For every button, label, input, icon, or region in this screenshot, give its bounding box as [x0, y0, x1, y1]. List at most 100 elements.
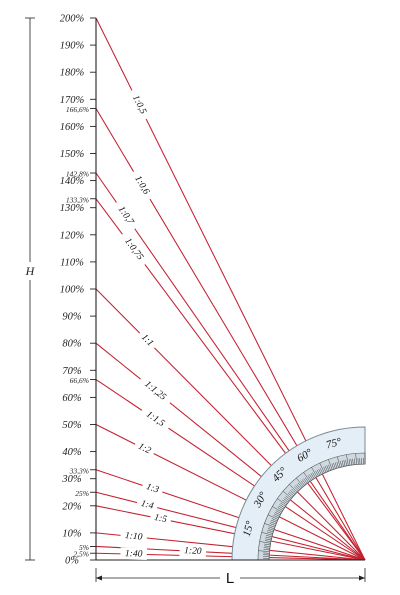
protractor-tick — [328, 459, 333, 470]
protractor-tick — [264, 543, 271, 546]
protractor-tick — [309, 474, 313, 480]
protractor-tick — [348, 459, 351, 466]
y-tick-label: 10% — [62, 528, 82, 539]
protractor-tick — [270, 521, 277, 525]
y-tick-label: 110% — [60, 257, 84, 268]
protractor-tick — [285, 495, 291, 500]
protractor-tick — [259, 541, 271, 544]
protractor-tick — [289, 491, 294, 496]
y-tick-label: 133,3% — [66, 195, 89, 204]
y-tick-label: 70% — [62, 366, 82, 377]
protractor-tick — [355, 453, 357, 465]
protractor-tick — [258, 550, 270, 552]
protractor-tick — [267, 514, 279, 520]
ratio-label-bg — [135, 496, 159, 513]
ratio-label-bg — [120, 547, 148, 561]
ratio-label-group: 1:2 — [132, 438, 157, 459]
protractor-tick — [341, 460, 344, 467]
slope-line — [95, 505, 366, 561]
dimension-markers: H L — [22, 17, 366, 587]
y-tick-label: 60% — [62, 393, 82, 404]
y-tick-label: 160% — [60, 122, 85, 133]
ratio-label-bg — [111, 198, 141, 232]
ratio-label-group: 1:4 — [135, 496, 159, 513]
protractor-tick — [346, 454, 349, 466]
y-tick-label: 190% — [60, 41, 85, 52]
ratio-label-bg — [137, 374, 174, 407]
ratio-label-bg — [140, 479, 165, 498]
protractor-tick — [293, 486, 299, 492]
y-tick-label: 180% — [60, 68, 85, 79]
y-tick-label: 40% — [62, 447, 82, 458]
ratio-label-group: 1:40 — [120, 547, 148, 561]
l-arrow-right — [359, 575, 365, 581]
slope-line — [95, 469, 366, 561]
protractor-tick — [287, 492, 293, 498]
protractor-tick — [319, 462, 325, 474]
protractor-tick — [295, 485, 300, 490]
h-axis-label: H — [25, 264, 36, 278]
protractor-tick — [274, 513, 280, 517]
protractor-tick — [297, 482, 303, 488]
protractor-tick — [352, 458, 354, 465]
y-tick-label: 170% — [60, 95, 85, 106]
y-tick-label: 142,8% — [66, 170, 89, 179]
protractor-tick — [340, 460, 342, 467]
y-tick-label: 100% — [60, 285, 85, 296]
protractor-tick — [302, 479, 307, 485]
protractor-tick — [277, 498, 287, 506]
protractor-tick — [263, 549, 270, 551]
y-tick-label: 25% — [75, 489, 89, 498]
ratio-label-bg — [149, 510, 173, 527]
protractor-tick — [303, 472, 311, 482]
y-tick-label: 5% — [79, 543, 89, 552]
protractor-tick — [269, 523, 276, 526]
ratio-label-group: 1:1,25 — [137, 374, 174, 407]
y-tick-label: 50% — [62, 420, 82, 431]
protractor-tick — [280, 502, 286, 507]
protractor-tick — [337, 456, 341, 468]
l-axis-label: L — [226, 570, 234, 587]
protractor-tick — [284, 497, 290, 502]
y-tick-label: 2,5% — [73, 550, 89, 559]
ratio-label-group: 1:20 — [179, 544, 207, 558]
protractor-tick — [268, 526, 275, 529]
protractor-tick — [272, 506, 282, 513]
protractor-tick — [290, 490, 295, 495]
ratio-label: 1:4 — [140, 499, 155, 512]
l-arrow-left — [96, 575, 102, 581]
y-tick-label: 30% — [61, 474, 82, 485]
protractor-tick — [263, 545, 270, 547]
slope-line — [95, 172, 366, 561]
protractor-tick — [274, 511, 281, 516]
protractor-tick — [333, 462, 336, 469]
ratio-label-bg — [119, 528, 148, 544]
y-axis: 0%2,5%5%10%20%25%30%33,3%40%50%60%66,6%7… — [60, 14, 365, 567]
protractor-tick — [267, 529, 274, 533]
protractor-tick — [291, 488, 297, 494]
protractor-tick — [307, 475, 312, 481]
protractor-tick — [343, 460, 346, 467]
protractor-tick — [318, 469, 322, 475]
ratio-label-group: 1:0,5 — [127, 87, 152, 122]
protractor-tick — [334, 462, 338, 469]
ratio-label-group: 1:0,7 — [111, 198, 141, 232]
ratio-label: 1:20 — [184, 546, 202, 557]
protractor-tick — [283, 498, 289, 503]
protractor-tick — [303, 478, 308, 484]
ratio-label: 1:3 — [145, 482, 160, 496]
protractor-tick — [278, 505, 284, 510]
protractor: 15°30°45°60°75° — [231, 426, 366, 561]
ratio-label: 1:40 — [125, 549, 143, 559]
ratio-label: 1:10 — [124, 531, 143, 543]
protractor-tick — [310, 473, 315, 479]
protractor-tick — [289, 484, 298, 493]
slope-line — [95, 379, 366, 561]
y-tick-label: 140% — [60, 176, 85, 187]
protractor-tick — [300, 480, 305, 486]
ratio-label-bg — [179, 544, 207, 558]
protractor-tick — [277, 507, 283, 511]
protractor-tick — [264, 523, 275, 528]
y-tick-label: 200% — [60, 14, 85, 25]
protractor-tick — [265, 535, 272, 537]
